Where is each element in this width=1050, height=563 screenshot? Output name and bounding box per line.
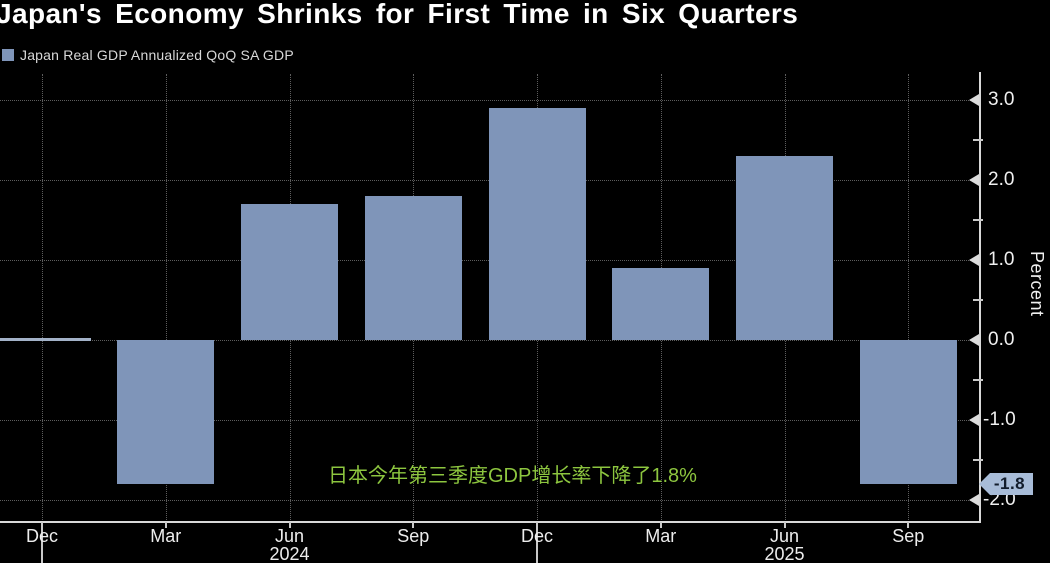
y-major-tick [969, 174, 979, 186]
gdp-bar [241, 204, 338, 340]
y-minor-tick [973, 379, 983, 381]
x-year-label: 2025 [764, 544, 805, 563]
x-month-label: Mar [645, 526, 677, 546]
y-minor-tick [973, 219, 983, 221]
y-major-tick [969, 494, 979, 506]
legend-label: Japan Real GDP Annualized QoQ SA GDP [20, 47, 294, 63]
x-quarter-tick [164, 522, 167, 528]
y-tick-label: 2.0 [988, 169, 1015, 190]
x-quarter-tick [783, 522, 786, 528]
x-quarter-tick [907, 522, 910, 528]
x-year-label: 2024 [269, 544, 310, 563]
last-value-badge: -1.8 [979, 473, 1033, 495]
gridline-vertical [908, 74, 910, 522]
legend-marker-icon [2, 49, 14, 61]
gdp-bar [0, 338, 91, 341]
gridline-horizontal [0, 420, 979, 421]
y-minor-tick [973, 459, 983, 461]
y-tick-label: 1.0 [988, 249, 1015, 270]
y-tick-label: 0.0 [988, 329, 1015, 350]
gdp-bar [859, 340, 957, 484]
legend: Japan Real GDP Annualized QoQ SA GDP [2, 47, 294, 63]
year-separator-tick [41, 522, 43, 563]
x-quarter-tick [659, 522, 662, 528]
y-major-tick [969, 254, 979, 266]
chart-title: Japan's Economy Shrinks for First Time i… [0, 0, 799, 29]
y-axis-title: Percent [1027, 251, 1047, 317]
x-month-label: Sep [397, 526, 430, 546]
x-month-label: Dec [25, 526, 58, 546]
x-quarter-tick [288, 522, 291, 528]
x-quarter-tick [412, 522, 415, 528]
gdp-bar [612, 268, 710, 340]
gridline-vertical [165, 74, 167, 522]
x-month-label: Dec [520, 526, 553, 546]
annotation-text: 日本今年第三季度GDP增长率下降了1.8% [328, 465, 697, 487]
gridline-vertical [42, 74, 43, 522]
gdp-bar [364, 196, 462, 340]
gdp-bar [117, 340, 215, 484]
x-month-label: Jun [274, 526, 305, 546]
y-axis-line [979, 72, 981, 523]
x-month-label: Mar [150, 526, 182, 546]
x-month-label: Sep [892, 526, 925, 546]
y-minor-tick [973, 139, 983, 141]
x-axis-line [0, 521, 981, 523]
gridline-horizontal [0, 100, 979, 101]
y-tick-label: -1.0 [983, 409, 1016, 430]
y-major-tick [969, 94, 979, 106]
gdp-bar [736, 156, 833, 340]
gdp-bar [488, 108, 586, 340]
y-major-tick [969, 334, 979, 346]
y-major-tick [969, 414, 979, 426]
gridline-horizontal [0, 500, 979, 501]
gridline-horizontal [0, 340, 979, 341]
y-minor-tick [973, 299, 983, 301]
x-month-label: Jun [769, 526, 800, 546]
year-separator-tick [536, 522, 538, 563]
y-tick-label: 3.0 [988, 89, 1015, 110]
